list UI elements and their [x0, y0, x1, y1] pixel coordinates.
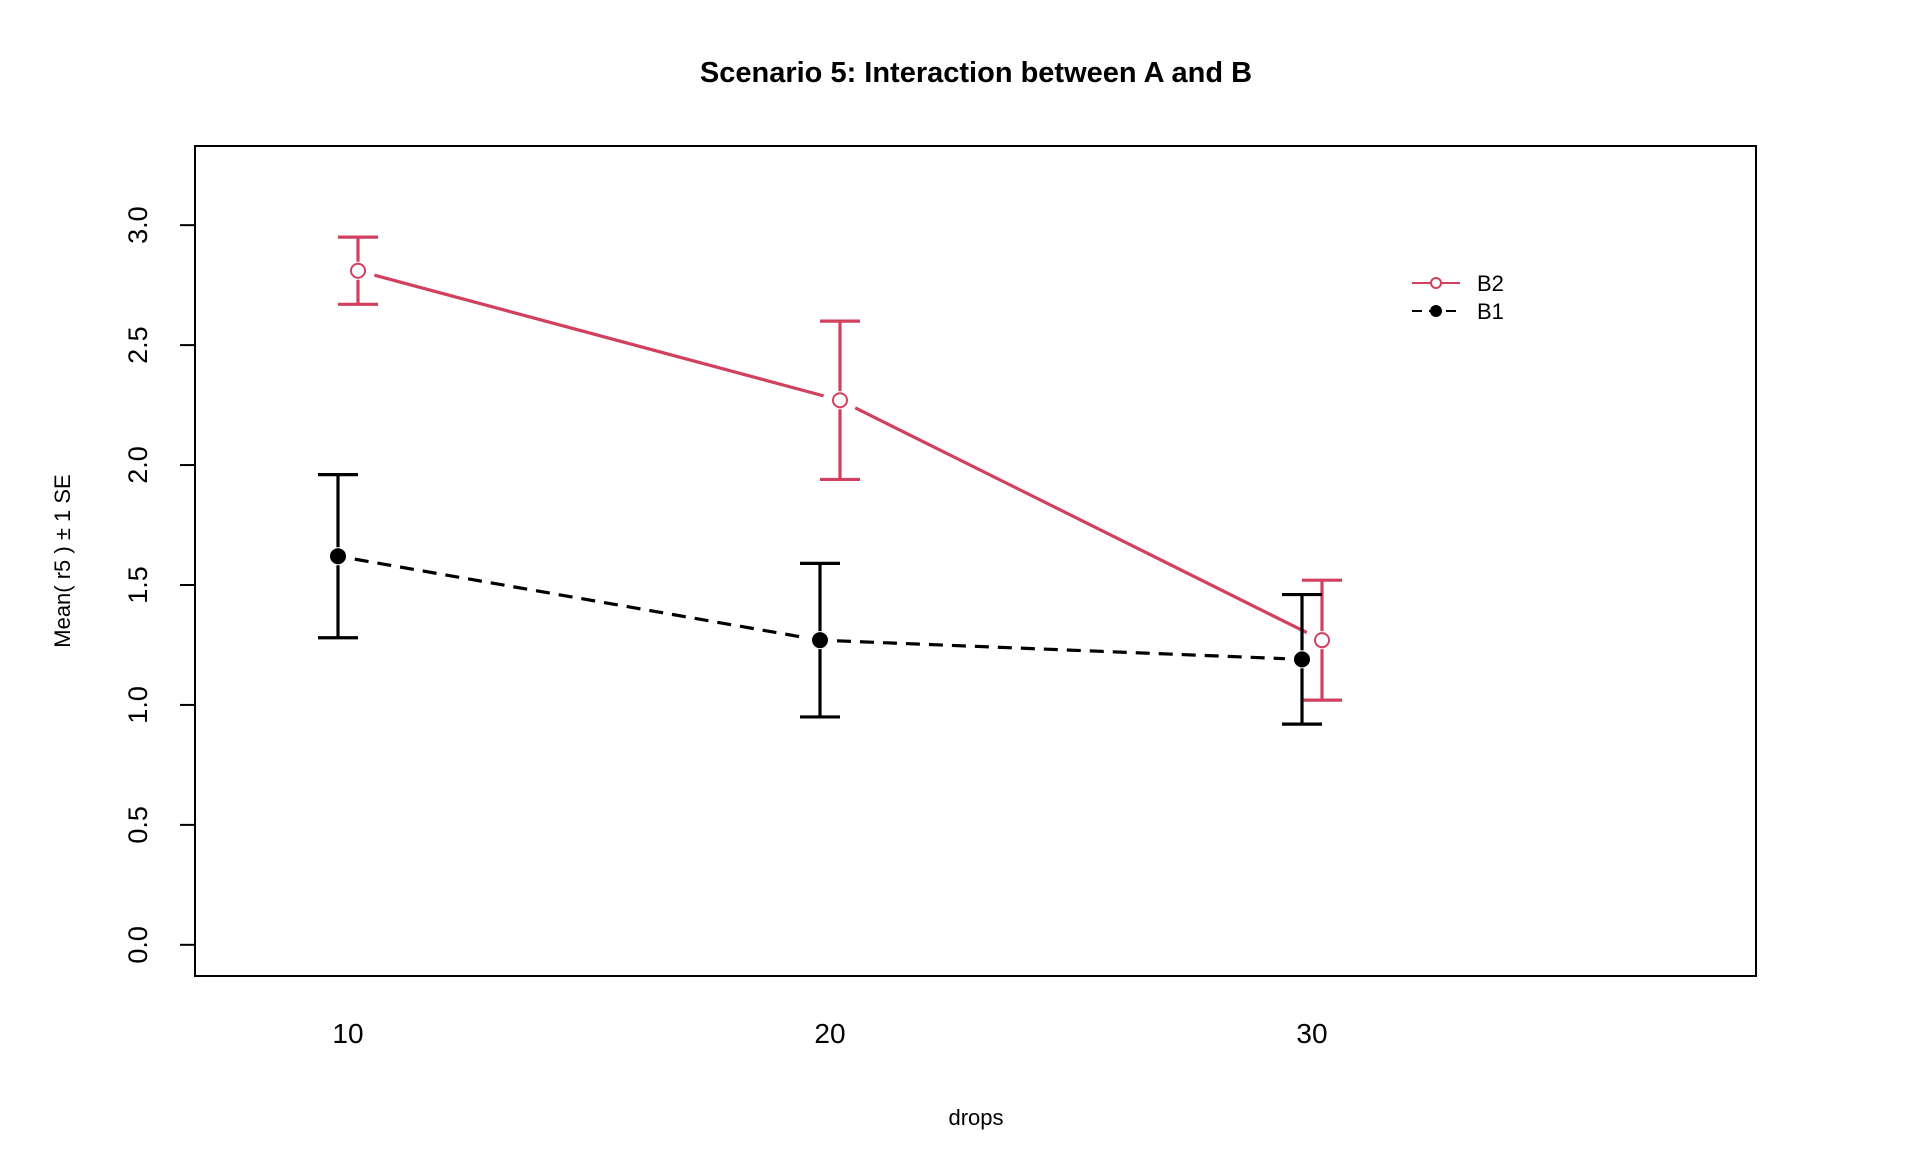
y-axis: 0.0 0.5 1.0 1.5 2.0 2.5 3.0 — [123, 206, 196, 964]
legend-item-b2: B2 — [1412, 271, 1504, 296]
series-layer — [318, 235, 1342, 726]
series-b1 — [318, 473, 1322, 726]
legend-label: B2 — [1477, 271, 1504, 296]
x-tick-label: 10 — [332, 1018, 363, 1049]
data-point — [812, 632, 828, 649]
series-line-segment — [836, 639, 1286, 661]
series-b2 — [338, 235, 1342, 702]
y-tick-label: 1.0 — [123, 686, 153, 724]
y-tick-label: 3.0 — [123, 206, 153, 244]
y-tick-label: 0.5 — [123, 806, 153, 844]
legend-marker — [1430, 305, 1442, 317]
y-axis-label: Mean( r5 ) ± 1 SE — [50, 474, 75, 647]
series-line-segment — [354, 557, 804, 639]
data-point — [832, 392, 848, 409]
chart-title: Scenario 5: Interaction between A and B — [700, 57, 1252, 89]
x-axis: 10 20 30 — [332, 1018, 1327, 1049]
x-axis-label: drops — [948, 1105, 1003, 1130]
data-point — [350, 262, 366, 279]
x-tick-label: 20 — [814, 1018, 845, 1049]
data-point — [1314, 632, 1330, 649]
y-tick-label: 0.0 — [123, 926, 153, 964]
data-point — [1294, 651, 1310, 668]
series-line-segment — [374, 273, 824, 398]
x-tick-label: 30 — [1296, 1018, 1327, 1049]
y-tick-label: 2.5 — [123, 326, 153, 364]
plot-frame — [194, 145, 1757, 977]
y-tick-label: 1.5 — [123, 566, 153, 604]
data-point — [330, 548, 346, 565]
series-line-segment — [854, 406, 1308, 635]
legend-marker — [1430, 277, 1442, 289]
legend-label: B1 — [1477, 299, 1504, 324]
legend-item-b1: B1 — [1412, 299, 1504, 324]
y-tick-label: 2.0 — [123, 446, 153, 484]
